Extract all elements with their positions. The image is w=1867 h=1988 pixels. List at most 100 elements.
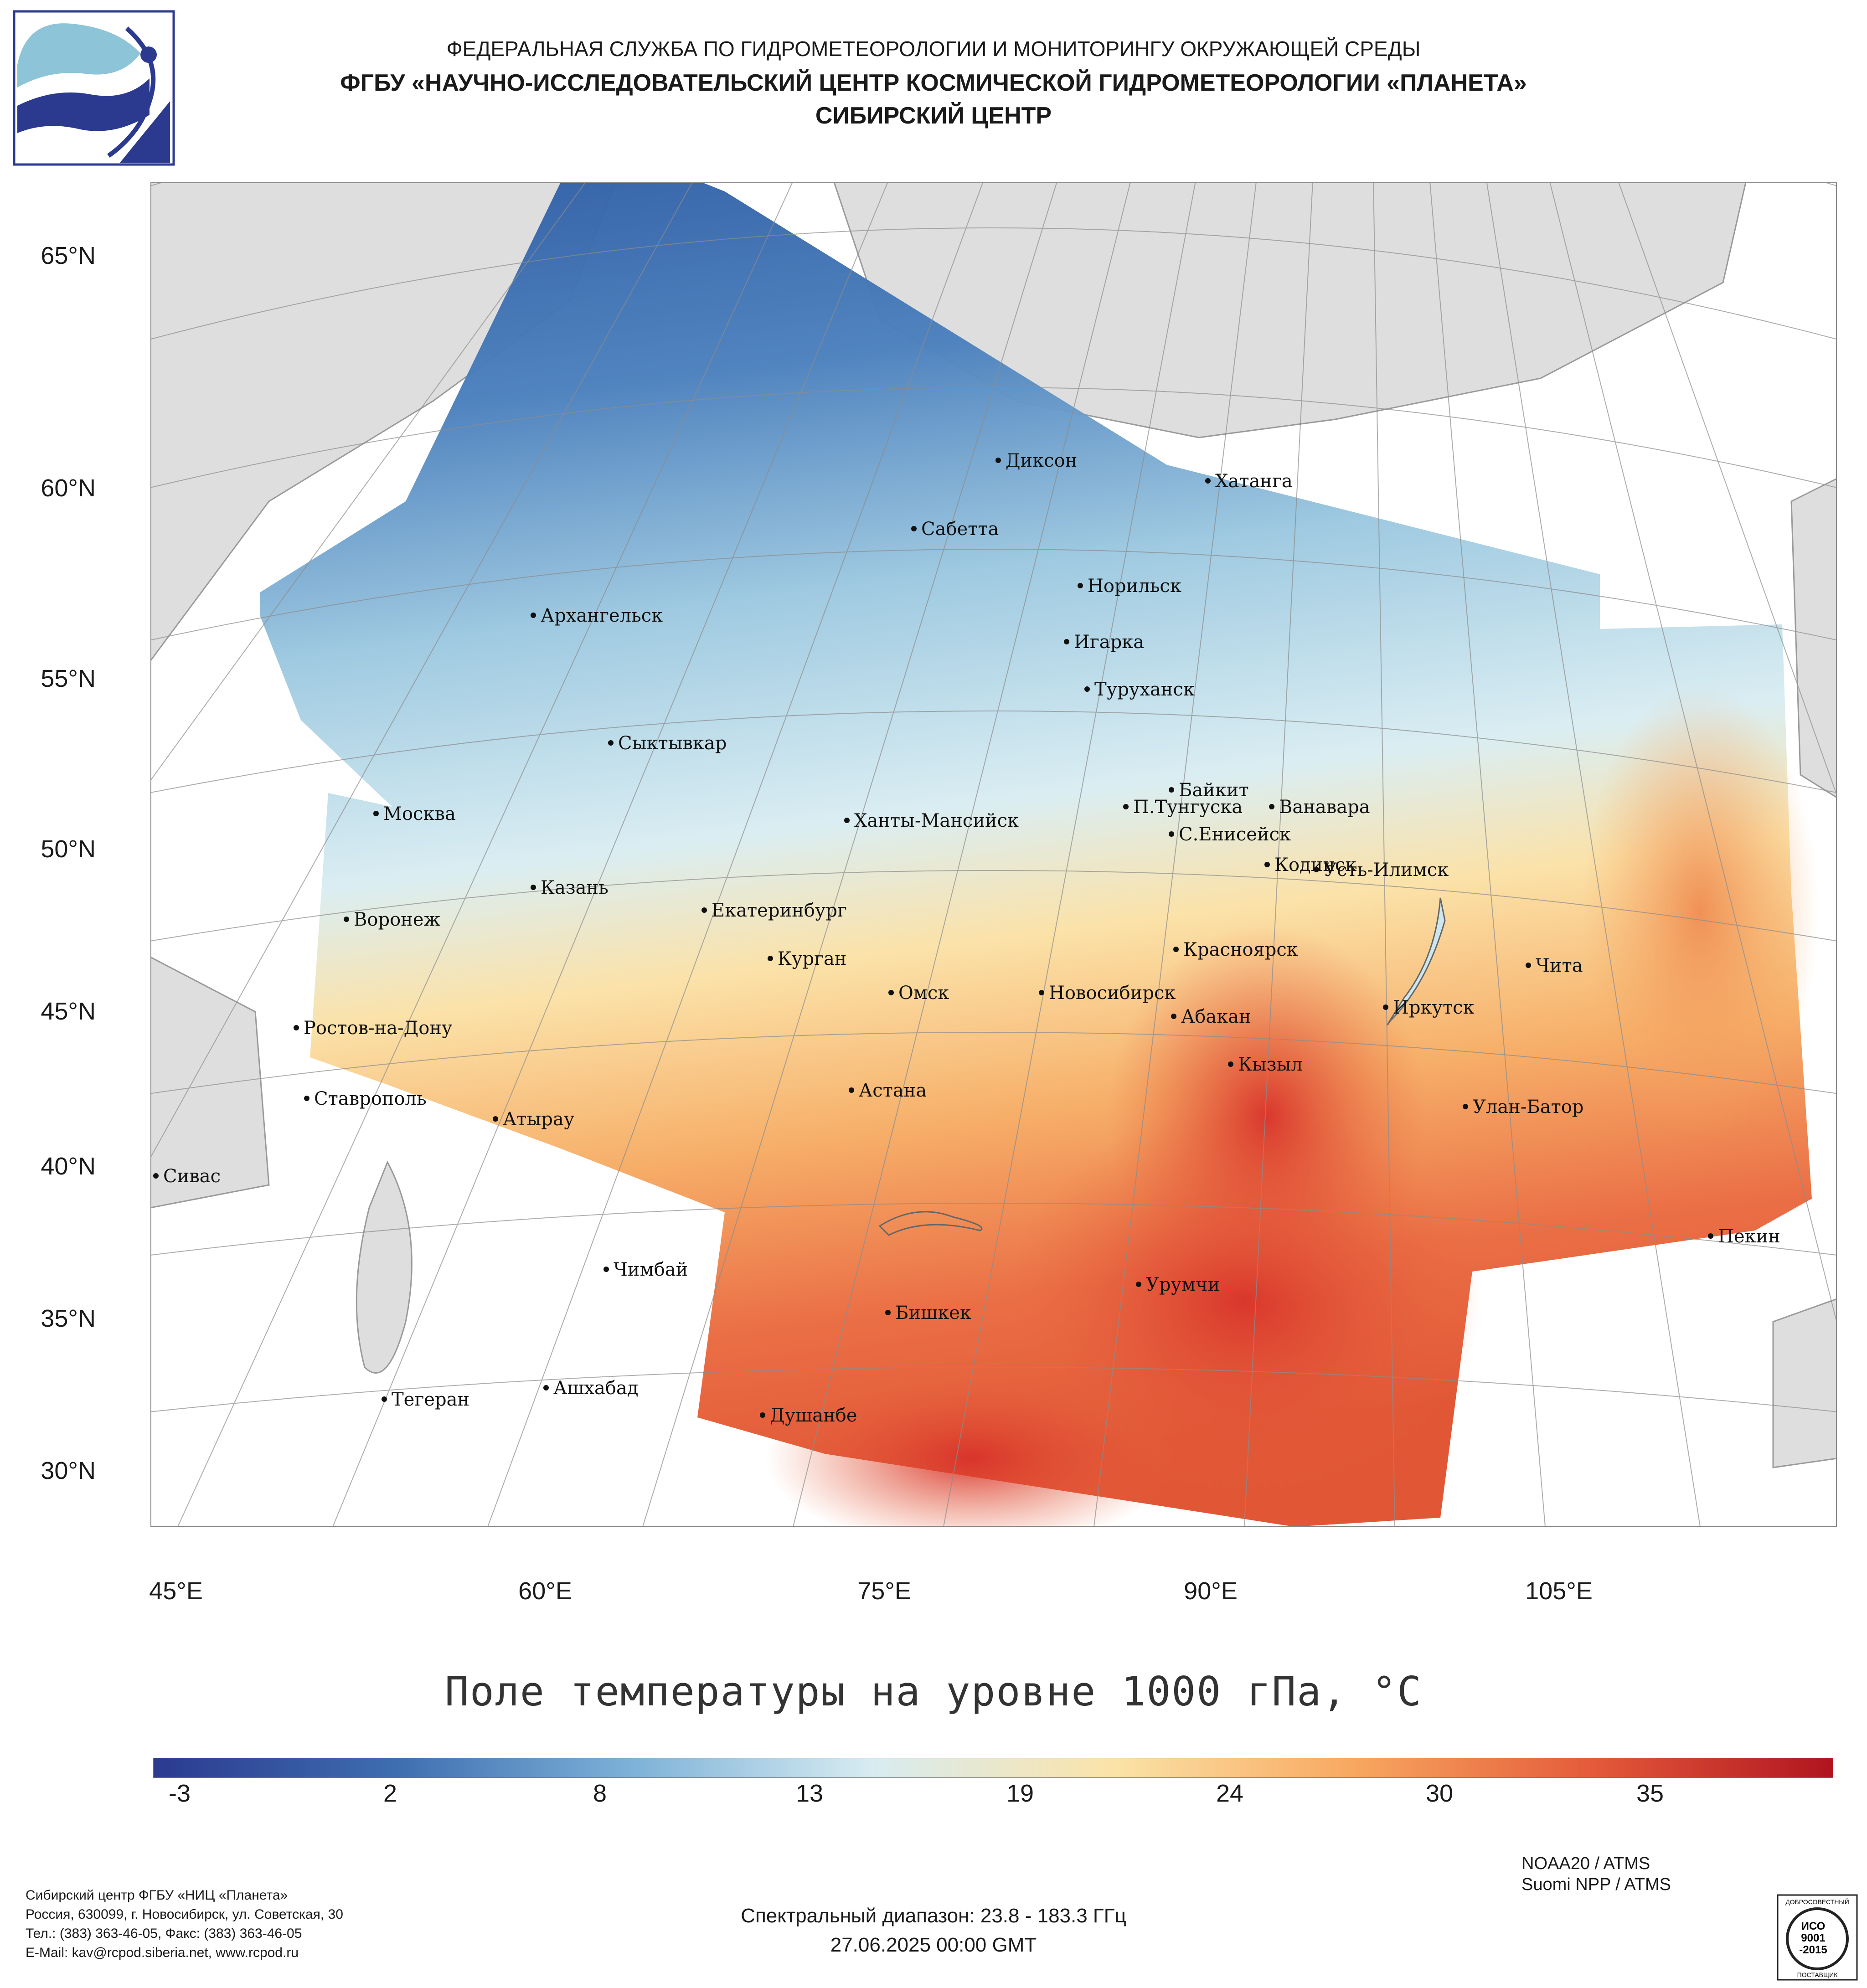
lat-label-40: 40°N	[41, 1153, 96, 1180]
footer-contacts: Сибирский центр ФГБУ «НИЦ «Планета» Росс…	[26, 1886, 343, 1962]
city-dot	[1383, 1004, 1388, 1010]
city-dot	[1169, 831, 1174, 837]
city-marker: Сыктывкар	[608, 733, 727, 754]
city-dot	[844, 818, 850, 823]
colorbar-tick: -3	[168, 1780, 191, 1807]
temperature-map: Диксон Хатанга Сабетта Норильск Архангельск И…	[150, 182, 1837, 1527]
city-marker: Сивас	[153, 1166, 221, 1187]
lat-label-50: 50°N	[41, 835, 96, 863]
lon-label-75: 75°E	[857, 1577, 911, 1605]
city-dot	[1228, 1061, 1233, 1067]
spectral-range: Спектральный диапазон: 23.8 - 183.3 ГГц	[741, 1905, 1126, 1927]
city-label: Чита	[1536, 955, 1583, 976]
lat-label-45: 45°N	[41, 998, 96, 1025]
colorbar-tick: 30	[1425, 1780, 1454, 1807]
city-marker: Ванавара	[1269, 797, 1370, 818]
city-dot	[608, 740, 614, 746]
city-label: Усть-Илимск	[1324, 860, 1449, 881]
lon-label-60: 60°E	[518, 1577, 572, 1605]
city-label: Хатанга	[1215, 471, 1293, 492]
city-label: Кызыл	[1238, 1054, 1303, 1075]
city-label: Воронеж	[354, 909, 440, 930]
city-label: Атырау	[503, 1109, 575, 1130]
city-marker: Чита	[1526, 955, 1583, 976]
city-marker: Абакан	[1171, 1006, 1251, 1027]
city-label: Ростов-на-Дону	[304, 1018, 453, 1039]
city-label: Туруханск	[1094, 679, 1195, 700]
city-label: П.Тунгуска	[1133, 797, 1243, 818]
city-label: Абакан	[1181, 1006, 1251, 1027]
colorbar-tick: 8	[593, 1780, 607, 1807]
city-marker: Ростов-на-Дону	[294, 1018, 453, 1039]
footer-phone: Тел.: (383) 363-46-05, Факс: (383) 363-4…	[26, 1926, 302, 1941]
city-dot	[1078, 583, 1083, 588]
city-dot	[1123, 804, 1129, 809]
city-marker: Воронеж	[344, 909, 440, 930]
city-dot	[304, 1096, 309, 1101]
city-dot	[531, 885, 536, 890]
city-marker: Диксон	[995, 450, 1077, 471]
lat-label-55: 55°N	[41, 665, 96, 692]
colorbar-tick: 13	[795, 1780, 824, 1807]
lon-label-45: 45°E	[149, 1577, 203, 1605]
footer-address: Россия, 630099, г. Новосибирск, ул. Сове…	[26, 1907, 343, 1922]
city-dot	[911, 526, 917, 531]
city-marker: Ставрополь	[304, 1088, 427, 1109]
city-marker: Курган	[768, 948, 847, 969]
city-marker: Екатеринбург	[701, 900, 847, 921]
city-labels: Диксон Хатанга Сабетта Норильск Архангельск И…	[153, 450, 1780, 1426]
city-marker: Игарка	[1064, 632, 1144, 653]
city-dot	[1084, 686, 1090, 692]
city-dot	[701, 907, 707, 913]
city-label: Екатеринбург	[712, 900, 847, 921]
colorbar-tick: 2	[383, 1780, 397, 1807]
city-label: Новосибирск	[1049, 983, 1176, 1004]
city-label: Улан-Батор	[1473, 1097, 1583, 1118]
colorbar-tick: 19	[1006, 1780, 1034, 1807]
city-label: Норильск	[1088, 576, 1181, 597]
instrument-2: Suomi NPP / ATMS	[1521, 1875, 1671, 1894]
city-dot	[768, 956, 773, 961]
city-marker: Новосибирск	[1039, 983, 1176, 1004]
city-marker: С.Енисейск	[1169, 824, 1291, 845]
city-label: Ставрополь	[314, 1088, 427, 1109]
city-marker: Туруханск	[1084, 679, 1195, 700]
land-caucasus	[150, 956, 270, 1209]
city-marker: Атырау	[493, 1109, 575, 1130]
planeta-logo	[13, 10, 175, 166]
city-dot	[1173, 947, 1179, 952]
city-dot	[531, 613, 536, 618]
city-marker: Урумчи	[1136, 1274, 1220, 1295]
city-marker: Усть-Илимск	[1314, 860, 1449, 881]
lat-label-30: 30°N	[41, 1457, 96, 1484]
lake-balkhash	[878, 1211, 983, 1236]
city-dot	[1205, 478, 1211, 484]
city-marker: Хатанга	[1205, 471, 1293, 492]
city-marker: Ашхабад	[543, 1378, 638, 1399]
city-label: Бишкек	[895, 1303, 971, 1324]
footer-instruments: NOAA20 / ATMS Suomi NPP / ATMS	[1521, 1853, 1671, 1895]
city-dot	[1169, 787, 1174, 793]
city-marker: Иркутск	[1383, 997, 1475, 1018]
city-label: Байкит	[1179, 780, 1249, 801]
lon-label-90: 90°E	[1184, 1577, 1238, 1605]
city-marker: Байкит	[1169, 780, 1249, 801]
city-marker: Казань	[531, 877, 609, 898]
svg-text:9001: 9001	[1801, 1932, 1825, 1944]
city-label: Красноярск	[1183, 939, 1298, 960]
city-label: Сивас	[163, 1166, 221, 1187]
city-dot	[1171, 1014, 1176, 1019]
svg-text:ПОСТАВЩИК: ПОСТАВЩИК	[1797, 1971, 1838, 1978]
header-agency: ФЕДЕРАЛЬНАЯ СЛУЖБА ПО ГИДРОМЕТЕОРОЛОГИИ …	[446, 37, 1421, 61]
city-dot	[344, 917, 349, 922]
city-label: Пекин	[1718, 1226, 1780, 1247]
city-dot	[1314, 867, 1319, 872]
header-center: СИБИРСКИЙ ЦЕНТР	[815, 103, 1052, 129]
city-dot	[1269, 804, 1274, 809]
map-title: Поле температуры на уровне 1000 гПа, °С	[444, 1668, 1423, 1715]
city-marker: Норильск	[1078, 576, 1181, 597]
city-label: Ванавара	[1279, 797, 1370, 818]
city-label: Душанбе	[770, 1405, 857, 1426]
city-label: Урумчи	[1146, 1274, 1220, 1295]
city-label: Диксон	[1006, 450, 1077, 471]
